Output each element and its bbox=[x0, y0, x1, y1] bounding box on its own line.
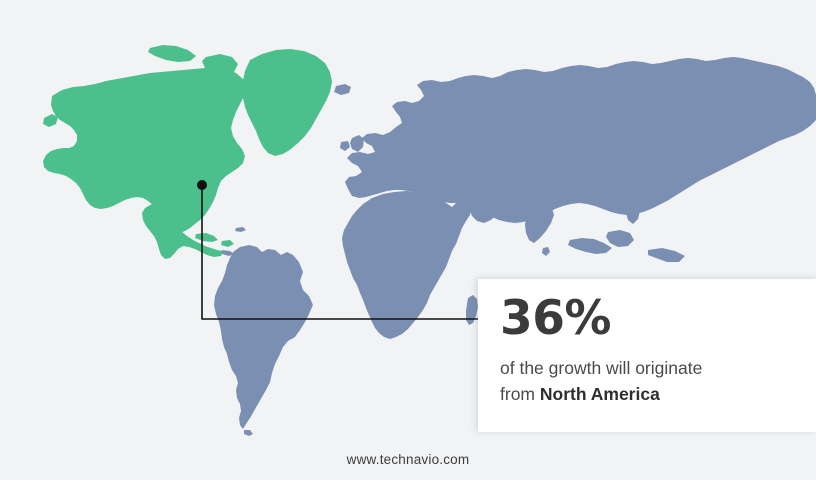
callout-card: 36% of the growth will originate from No… bbox=[478, 279, 816, 432]
callout-line-1: of the growth will originate bbox=[500, 357, 703, 378]
callout-description: of the growth will originate from North … bbox=[500, 355, 796, 408]
eurasia-shape bbox=[345, 57, 816, 223]
north-america-highlight[interactable] bbox=[43, 45, 332, 259]
indonesia-shape bbox=[568, 238, 612, 254]
callout-line-2-prefix: from bbox=[500, 384, 540, 405]
new-guinea-shape bbox=[648, 248, 685, 262]
callout-region-name: North America bbox=[539, 384, 660, 405]
south-america-tip bbox=[244, 430, 253, 436]
japan-shape bbox=[659, 147, 676, 172]
borneo-shape bbox=[606, 230, 634, 247]
philippines-shape bbox=[626, 206, 640, 224]
ireland-shape bbox=[340, 141, 350, 151]
baffin-island-shape bbox=[202, 54, 238, 76]
arctic-islands-shape bbox=[148, 45, 196, 62]
world-map-container bbox=[43, 45, 816, 436]
canada-usa-shape bbox=[43, 68, 246, 233]
greenland-shape bbox=[242, 49, 332, 156]
world-map-svg bbox=[43, 45, 816, 436]
callout-percentage: 36% bbox=[500, 291, 612, 346]
source-url: www.technavio.com bbox=[346, 451, 470, 467]
footer-bar: www.technavio.com bbox=[0, 438, 816, 480]
japan-south-shape bbox=[651, 173, 660, 183]
iceland-shape bbox=[334, 84, 351, 95]
india-shape bbox=[525, 203, 554, 243]
british-isles-shape bbox=[350, 135, 364, 152]
korea-shape bbox=[640, 163, 649, 175]
sri-lanka-shape bbox=[542, 247, 550, 256]
alaska-tip-shape bbox=[43, 114, 58, 127]
